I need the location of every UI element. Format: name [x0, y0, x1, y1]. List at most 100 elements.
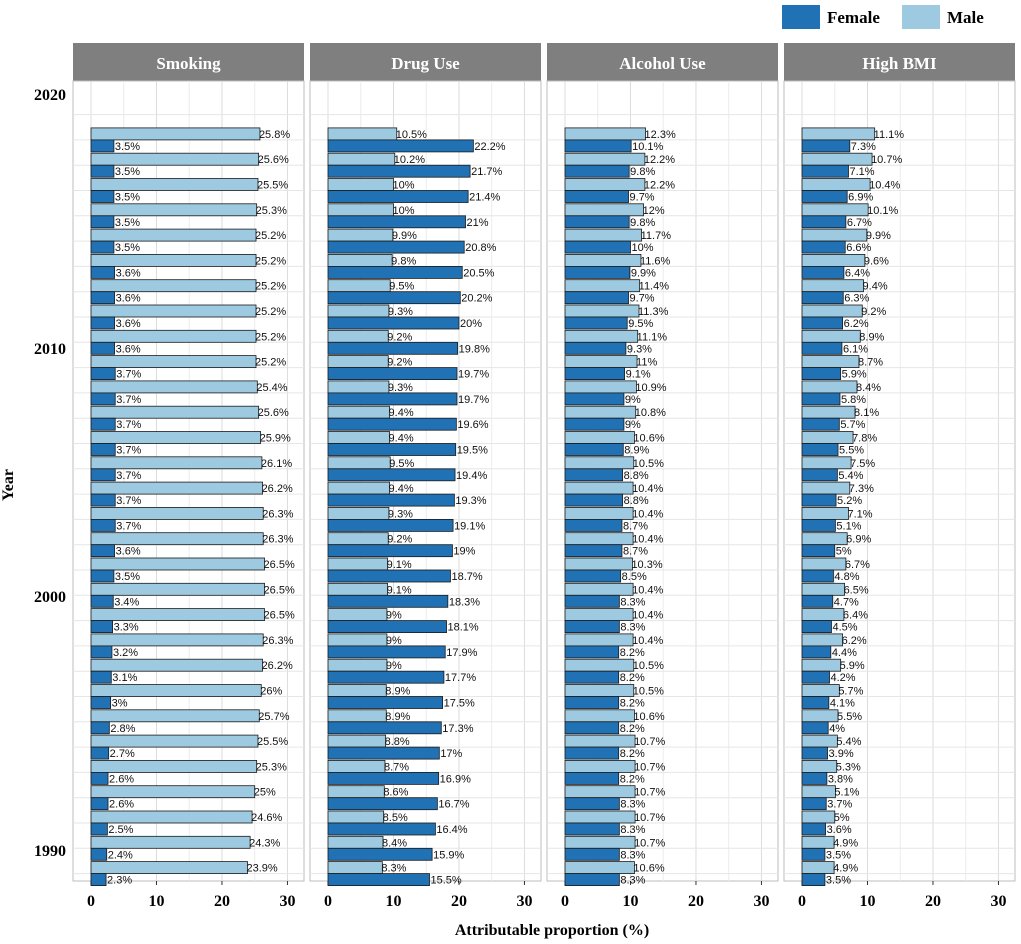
bar-female — [327, 265, 463, 279]
bar-female — [564, 164, 630, 178]
data-label-female: 3.9% — [829, 748, 854, 760]
bar-female — [801, 215, 847, 229]
data-label-male: 9.3% — [388, 508, 413, 520]
bar-female — [564, 139, 632, 153]
data-label-male: 10.4% — [632, 534, 663, 546]
bar-male — [327, 633, 388, 647]
bar-male — [801, 760, 838, 773]
bar-male — [801, 152, 873, 166]
bar-female — [90, 696, 112, 709]
data-label-female: 20.2% — [461, 293, 492, 305]
bar-male — [564, 405, 637, 419]
bar-male — [801, 355, 860, 369]
bar-female — [327, 443, 457, 456]
data-label-female: 17% — [440, 748, 462, 760]
data-label-male: 11.4% — [639, 281, 670, 293]
data-label-female: 17.3% — [442, 723, 473, 735]
data-label-female: 3.1% — [112, 672, 137, 684]
x-tick-label: 30 — [990, 893, 1006, 910]
bar-male — [327, 253, 393, 267]
bar-female — [90, 139, 115, 153]
data-label-male: 25.3% — [256, 205, 287, 217]
bar-female — [564, 443, 624, 456]
bar-male — [90, 405, 260, 419]
bar-female — [90, 822, 108, 836]
data-label-female: 19% — [453, 546, 475, 558]
panel-title-drug-use: Drug Use — [391, 54, 460, 73]
bar-female — [90, 746, 110, 760]
data-label-female: 2.6% — [109, 799, 134, 811]
bar-male — [90, 481, 263, 495]
data-label-female: 20.5% — [463, 267, 494, 279]
data-label-female: 8.3% — [620, 622, 645, 634]
bar-female — [801, 139, 851, 153]
bar-male — [564, 203, 644, 217]
bar-female — [564, 620, 620, 633]
data-label-male: 5.4% — [836, 736, 861, 748]
data-label-male: 9.4% — [863, 281, 888, 293]
data-label-male: 9.2% — [387, 357, 412, 369]
data-label-male: 5.9% — [840, 660, 865, 672]
bar-female — [564, 291, 629, 305]
bar-male — [801, 810, 836, 824]
bar-male — [327, 734, 387, 748]
bar-male — [801, 785, 836, 799]
bar-male — [327, 152, 396, 166]
bar-male — [564, 810, 636, 824]
data-label-male: 8.3% — [381, 863, 406, 875]
data-label-female: 16.9% — [440, 773, 471, 785]
data-label-female: 9% — [625, 394, 641, 406]
data-label-female: 9.7% — [630, 293, 655, 305]
data-label-female: 3.8% — [828, 773, 853, 785]
bar-female — [327, 417, 457, 431]
data-label-male: 9.1% — [387, 559, 412, 571]
data-label-male: 7.8% — [852, 433, 877, 445]
bar-male — [327, 810, 385, 824]
bar-female — [801, 291, 844, 305]
bar-male — [801, 582, 845, 596]
data-label-male: 9.3% — [388, 382, 413, 394]
bar-male — [564, 760, 636, 773]
data-label-female: 8.9% — [624, 445, 649, 457]
bar-male — [801, 329, 861, 343]
data-label-male: 23.9% — [247, 863, 278, 875]
bar-male — [327, 304, 390, 318]
bar-female — [801, 797, 827, 811]
data-label-female: 2.4% — [108, 849, 133, 861]
data-label-female: 20% — [460, 318, 482, 330]
data-label-male: 25.3% — [256, 761, 287, 773]
data-label-female: 6.9% — [848, 192, 873, 204]
data-label-male: 6.4% — [843, 610, 868, 622]
bar-female — [801, 164, 849, 178]
bar-male — [801, 178, 871, 191]
data-label-male: 9% — [386, 660, 402, 672]
bar-female — [327, 721, 442, 735]
panel-drug-use: Drug Use 0 10 20 30 10.5% 22.2% 10.2% 21.7% 10% 21… — [309, 43, 542, 910]
bar-male — [801, 861, 835, 874]
data-label-male: 10.5% — [633, 660, 664, 672]
bar-female — [327, 594, 449, 608]
data-label-female: 9.9% — [631, 267, 656, 279]
data-label-male: 11% — [636, 357, 657, 369]
bar-female — [801, 772, 828, 785]
bar-male — [564, 734, 636, 748]
data-label-male: 7.3% — [849, 483, 874, 495]
data-label-female: 8.2% — [620, 748, 645, 760]
bar-female — [801, 519, 836, 532]
data-label-female: 5.1% — [836, 520, 861, 532]
data-label-female: 19.1% — [454, 520, 485, 532]
data-label-male: 25% — [254, 787, 276, 799]
bar-female — [564, 493, 624, 507]
bar-male — [90, 810, 253, 824]
bar-female — [801, 873, 826, 886]
data-label-female: 4.7% — [834, 596, 859, 608]
x-tick-label: 20 — [925, 893, 941, 910]
bar-female — [564, 772, 620, 785]
bar-male — [801, 734, 838, 748]
bar-female — [327, 164, 471, 178]
data-label-male: 10.4% — [632, 610, 663, 622]
data-label-male: 25.2% — [255, 255, 286, 267]
bar-female — [327, 493, 455, 507]
data-label-female: 6.2% — [844, 318, 869, 330]
bar-male — [564, 304, 640, 318]
